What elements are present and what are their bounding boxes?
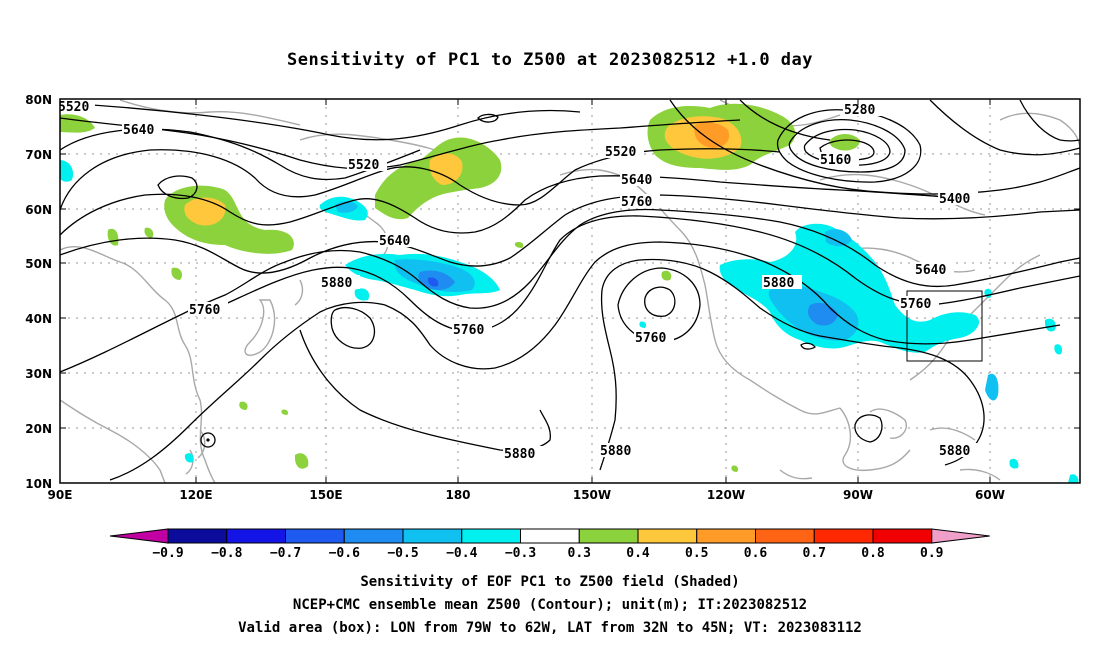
contour-label: 5880: [321, 276, 352, 291]
colorbar-swatch: [637, 528, 698, 544]
lon-tick-label: 120W: [707, 488, 745, 502]
contour-label: 5880: [763, 276, 794, 291]
colorbar-swatch: [755, 528, 815, 544]
lat-tick-label: 50N: [25, 257, 52, 271]
colorbar-label: −0.8: [211, 546, 242, 561]
colorbar-label: 0.7: [803, 546, 826, 561]
colorbar-swatch: [931, 528, 990, 544]
map-canvas: 5520 5640 5520 5520 5280 5160 5400 5640 …: [25, 93, 1081, 561]
contour-label: 5640: [915, 263, 946, 278]
valid-area-box: [906, 290, 983, 362]
lat-tick-label: 10N: [25, 477, 52, 491]
contour-label: 5880: [939, 444, 970, 459]
caption-line-3: Valid area (box): LON from 79W to 62W, L…: [238, 620, 862, 636]
sensitivity-shading: [60, 103, 1079, 483]
contour-label: 5400: [939, 192, 970, 207]
contour-label: 5640: [621, 173, 652, 188]
colorbar-swatch: [578, 528, 639, 544]
lat-tick-label: 30N: [25, 367, 52, 381]
colorbar-label: −0.3: [505, 546, 536, 561]
lon-tick-label: 90W: [843, 488, 873, 502]
colorbar-swatch: [461, 528, 521, 544]
caption-line-2: NCEP+CMC ensemble mean Z500 (Contour); u…: [292, 597, 808, 613]
contour-label: 5880: [504, 447, 535, 462]
colorbar-swatch: [520, 528, 580, 544]
lon-tick-label: 180: [445, 488, 470, 502]
contour-label: 5760: [189, 303, 220, 318]
contour-label: 5520: [605, 145, 636, 160]
contour-label: 5160: [820, 153, 851, 168]
contour-label: 5880: [600, 444, 631, 459]
lon-tick-label: 150E: [309, 488, 342, 502]
contour-label: 5520: [348, 158, 379, 173]
contour-label: 5640: [123, 123, 154, 138]
lon-tick-label: 90E: [48, 488, 73, 502]
colorbar-swatch: [343, 528, 404, 544]
lat-tick-label: 70N: [25, 148, 52, 162]
colorbar-swatch: [813, 528, 874, 544]
colorbar-label: 0.5: [685, 546, 708, 561]
lon-tick-label: 120E: [179, 488, 212, 502]
colorbar-label: 0.8: [861, 546, 885, 561]
contour-label: 5760: [900, 297, 931, 312]
colorbar-label: 0.6: [744, 546, 768, 561]
lon-tick-label: 60W: [975, 488, 1005, 502]
colorbar-swatch: [285, 528, 345, 544]
colorbar-label: 0.3: [568, 546, 591, 561]
colorbar-swatch: [109, 528, 169, 544]
map-frame: [59, 98, 1081, 484]
colorbar-label: 0.9: [920, 546, 943, 561]
contour-label: 5760: [453, 323, 484, 338]
colorbar-label: −0.7: [270, 546, 301, 561]
contour-label: 5280: [844, 103, 875, 118]
contour-label: 5760: [621, 195, 652, 210]
colorbar-swatch: [696, 528, 756, 544]
contour-labels: 5520 5640 5520 5520 5280 5160 5400 5640 …: [58, 100, 978, 462]
lat-tick-label: 20N: [25, 422, 52, 436]
colorbar-label: 0.4: [626, 546, 650, 561]
colorbar-swatch: [226, 528, 286, 544]
colorbar-label: −0.9: [152, 546, 183, 561]
colorbar-label: −0.6: [329, 546, 360, 561]
lon-tick-label: 150W: [573, 488, 611, 502]
center-dot: [206, 438, 210, 442]
colorbar-swatch: [167, 528, 228, 544]
lat-tick-label: 80N: [25, 93, 52, 107]
lat-tick-label: 40N: [25, 312, 52, 326]
tick-marks: [60, 98, 1080, 484]
map-title: Sensitivity of PC1 to Z500 at 2023082512…: [286, 50, 813, 70]
colorbar-label: −0.5: [387, 546, 418, 561]
contour-label: 5520: [58, 100, 89, 115]
colorbar-swatch: [402, 528, 463, 544]
contour-label: 5640: [379, 234, 410, 249]
caption-line-1: Sensitivity of EOF PC1 to Z500 field (Sh…: [360, 574, 740, 590]
colorbar: −0.9 −0.8 −0.7 −0.6 −0.5 −0.4 −0.3 0.3 0.4 0.5 0.6…: [109, 528, 990, 561]
lat-tick-label: 60N: [25, 203, 52, 217]
contour-label: 5760: [635, 331, 666, 346]
colorbar-label: −0.4: [446, 546, 477, 561]
z500-contours: [60, 99, 1080, 481]
colorbar-swatch: [872, 528, 933, 544]
